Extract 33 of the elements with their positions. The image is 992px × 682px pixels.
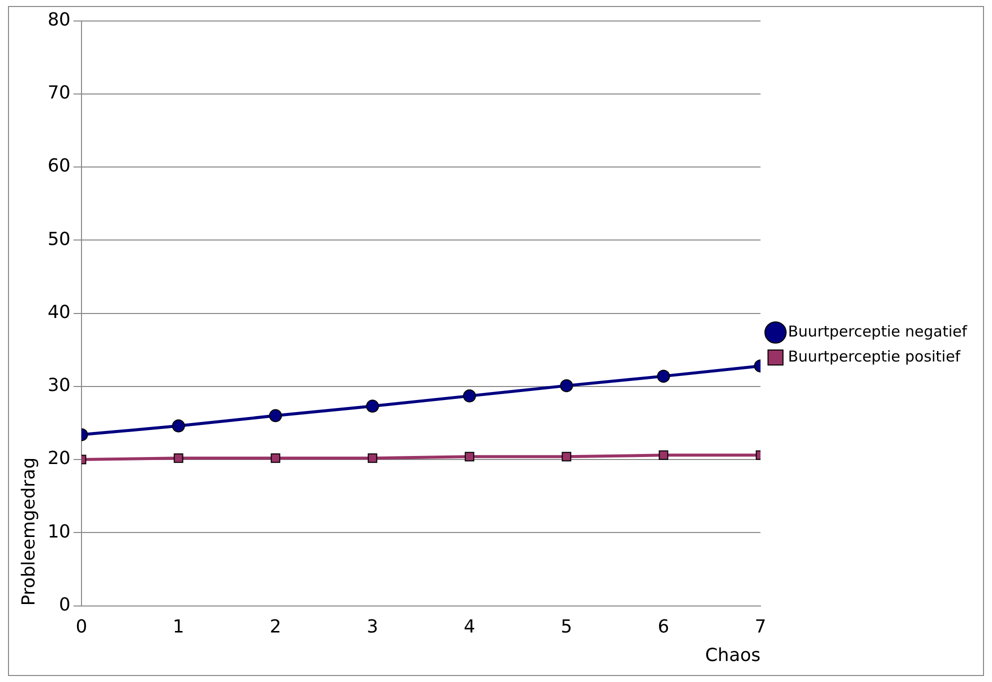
y-tick-label: 30 xyxy=(48,375,71,396)
point xyxy=(658,450,668,460)
x-axis-title: Chaos xyxy=(705,644,761,666)
y-tick-label: 40 xyxy=(48,302,71,323)
point xyxy=(269,409,282,422)
y-tick-label: 70 xyxy=(48,82,71,104)
point xyxy=(464,452,474,462)
y-tick-label: 80 xyxy=(48,9,71,30)
point xyxy=(366,400,380,413)
x-tick-label: 0 xyxy=(76,616,88,638)
point xyxy=(560,379,574,392)
y-tick-label: 50 xyxy=(48,228,71,250)
point xyxy=(562,452,572,462)
x-tick-label: 5 xyxy=(560,616,572,638)
point xyxy=(270,453,280,463)
legend-label: Buurtperceptie positief xyxy=(788,347,961,366)
point xyxy=(172,419,186,432)
point xyxy=(368,453,378,463)
point xyxy=(174,453,184,463)
y-tick-label: 10 xyxy=(48,521,71,542)
x-tick-label: 2 xyxy=(270,616,282,638)
point xyxy=(463,389,476,402)
point xyxy=(657,370,670,383)
y-axis-title: Probleemgedrag xyxy=(18,457,40,606)
legend-label: Buurtperceptie negatief xyxy=(788,322,968,340)
y-tick-label: 0 xyxy=(59,594,71,616)
x-tick-label: 4 xyxy=(464,616,476,638)
x-tick-label: 1 xyxy=(172,616,184,638)
x-tick-label: 6 xyxy=(658,616,670,638)
y-tick-label: 60 xyxy=(48,156,71,177)
x-tick-label: 7 xyxy=(754,616,766,638)
y-tick-label: 20 xyxy=(48,448,71,470)
x-tick-label: 3 xyxy=(366,616,378,638)
